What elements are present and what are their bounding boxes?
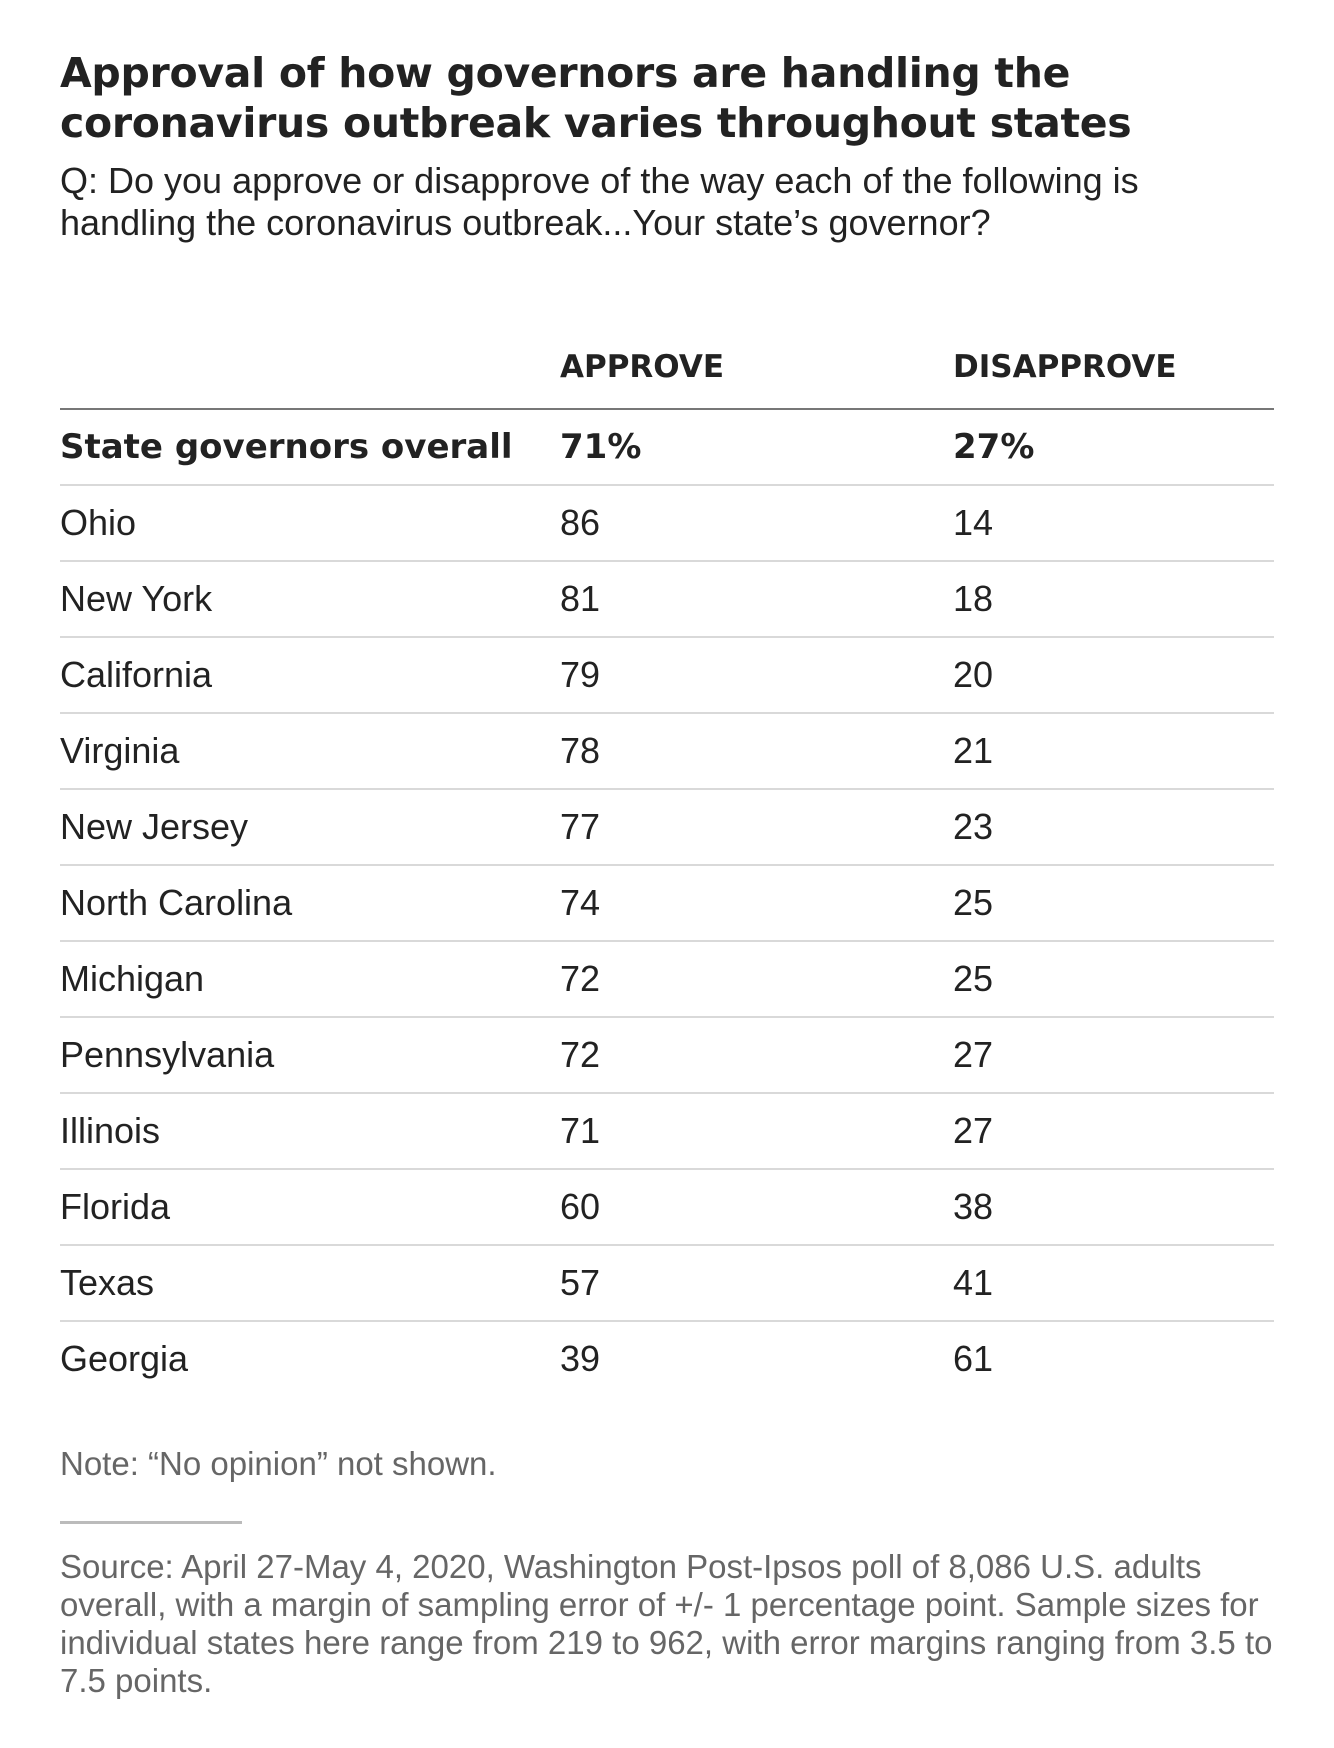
table-row-virginia: Virginia 78 21 <box>60 714 1274 790</box>
table-row-new-jersey: New Jersey 77 23 <box>60 790 1274 866</box>
table-row-california: California 79 20 <box>60 638 1274 714</box>
table-row-pennsylvania: Pennsylvania 72 27 <box>60 1018 1274 1094</box>
table-row-florida: Florida 60 38 <box>60 1170 1274 1246</box>
disapprove-value: 27 <box>953 1034 994 1075</box>
chart-title: Approval of how governors are handling t… <box>60 49 1132 147</box>
state-name: Georgia <box>60 1338 189 1379</box>
disapprove-value: 61 <box>953 1338 994 1379</box>
state-name: New York <box>60 578 213 619</box>
table-header: APPROVE DISAPPROVE <box>60 348 1274 410</box>
state-name: Texas <box>60 1262 155 1303</box>
approve-value: 39 <box>560 1338 601 1379</box>
table-row-georgia: Georgia 39 61 <box>60 1322 1274 1396</box>
approve-value: 72 <box>560 958 601 999</box>
disapprove-value: 20 <box>953 654 994 695</box>
state-name: North Carolina <box>60 882 293 923</box>
state-rows: Ohio 86 14 New York 81 18 California 79 20 Virgin… <box>60 486 1274 1396</box>
approve-value: 57 <box>560 1262 601 1303</box>
column-header-approve: APPROVE <box>560 349 724 385</box>
approve-value: 74 <box>560 882 601 923</box>
disapprove-value: 21 <box>953 730 994 771</box>
approve-value-overall: 71% <box>560 427 642 467</box>
state-name: Pennsylvania <box>60 1034 275 1075</box>
chart-note: Note: “No opinion” not shown. <box>60 1445 497 1482</box>
approve-value: 71 <box>560 1110 601 1151</box>
approve-value: 78 <box>560 730 601 771</box>
disapprove-value: 14 <box>953 502 994 543</box>
disapprove-value: 25 <box>953 958 994 999</box>
table-row-overall: State governors overall 71% 27% <box>60 410 1274 486</box>
disapprove-value: 38 <box>953 1186 994 1227</box>
table-row-ohio: Ohio 86 14 <box>60 486 1274 562</box>
chart-container: Approval of how governors are handling t… <box>60 48 1274 1699</box>
state-name: Ohio <box>60 502 137 543</box>
disapprove-value-overall: 27% <box>953 427 1035 467</box>
row-label-overall: State governors overall <box>60 427 513 467</box>
approve-value: 81 <box>560 578 601 619</box>
table-row-new-york: New York 81 18 <box>60 562 1274 638</box>
approve-value: 60 <box>560 1186 601 1227</box>
table-row-michigan: Michigan 72 25 <box>60 942 1274 1018</box>
approve-value: 77 <box>560 806 601 847</box>
state-name: Virginia <box>60 730 180 771</box>
chart-source: Source: April 27-May 4, 2020, Washington… <box>60 1548 1273 1699</box>
approve-value: 86 <box>560 502 601 543</box>
state-name: New Jersey <box>60 806 249 847</box>
state-name: Florida <box>60 1186 171 1227</box>
table-row-texas: Texas 57 41 <box>60 1246 1274 1322</box>
disapprove-value: 41 <box>953 1262 994 1303</box>
disapprove-value: 18 <box>953 578 994 619</box>
state-name: California <box>60 654 213 695</box>
results-table: APPROVE DISAPPROVE State governors overa… <box>60 348 1274 1396</box>
approve-value: 72 <box>560 1034 601 1075</box>
approve-value: 79 <box>560 654 601 695</box>
table-row-north-carolina: North Carolina 74 25 <box>60 866 1274 942</box>
state-name: Illinois <box>60 1110 161 1151</box>
note-divider <box>60 1521 242 1524</box>
disapprove-value: 27 <box>953 1110 994 1151</box>
state-name: Michigan <box>60 958 205 999</box>
table-row-illinois: Illinois 71 27 <box>60 1094 1274 1170</box>
chart-subtitle: Q: Do you approve or disapprove of the w… <box>60 160 1139 243</box>
disapprove-value: 25 <box>953 882 994 923</box>
disapprove-value: 23 <box>953 806 994 847</box>
column-header-disapprove: DISAPPROVE <box>953 349 1177 385</box>
